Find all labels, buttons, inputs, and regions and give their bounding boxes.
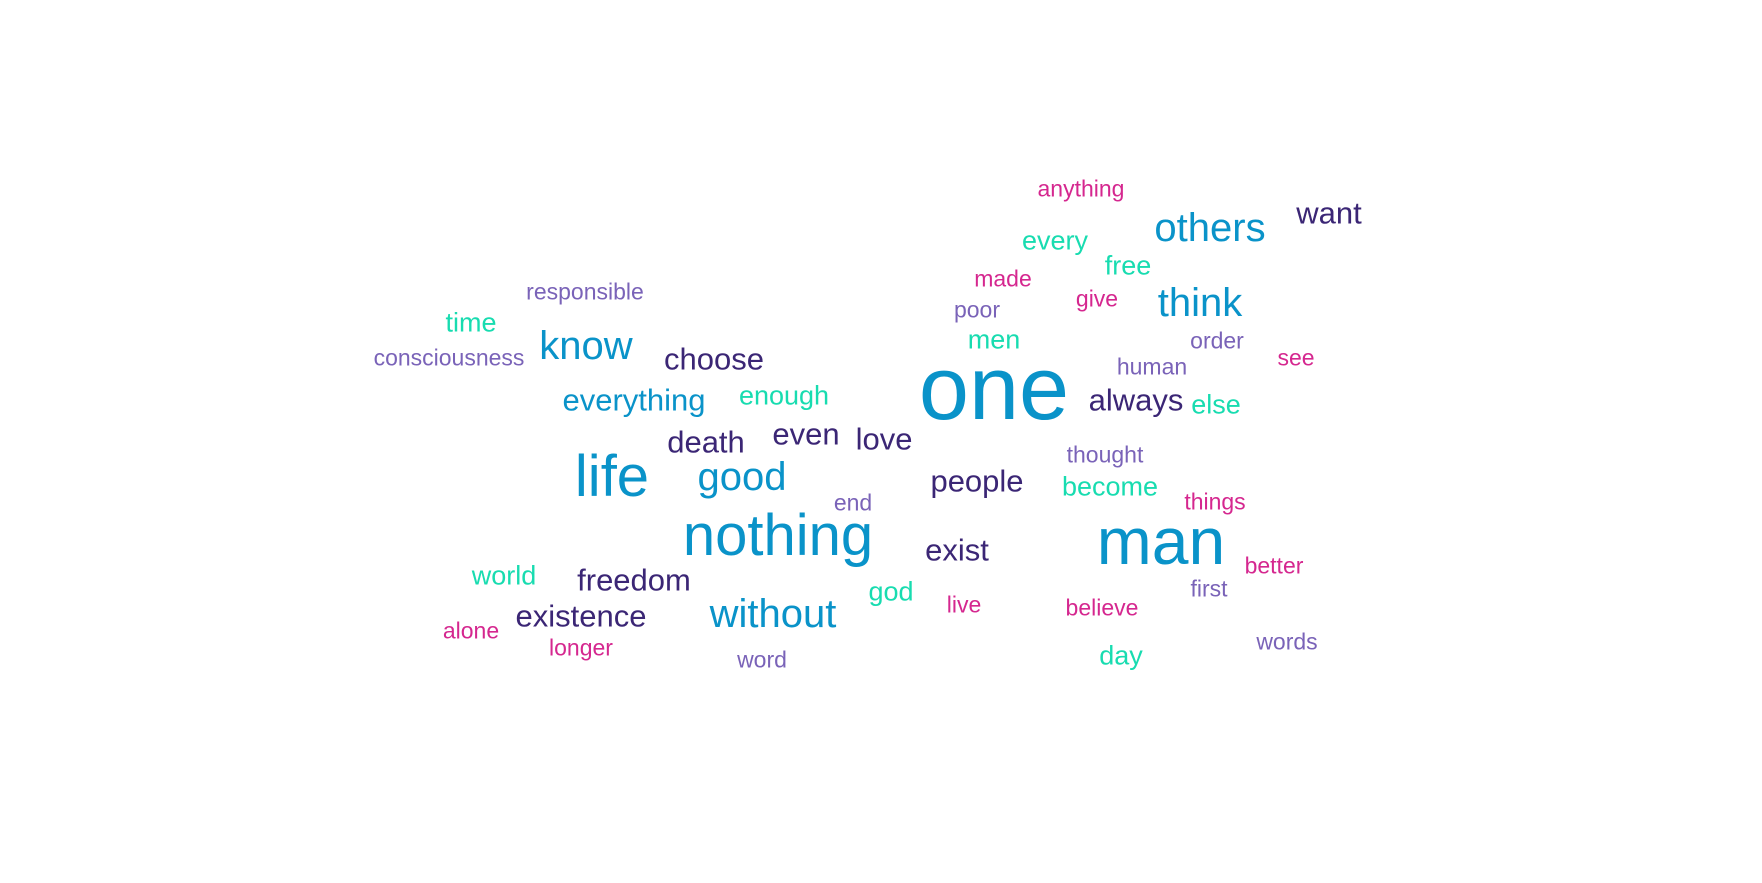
word-death: death [667,424,745,460]
word-people: people [930,463,1024,499]
word-exist: exist [925,532,989,568]
word-god: god [868,576,914,607]
word-others: others [1154,206,1266,250]
word-without: without [709,592,837,636]
word-order: order [1190,327,1244,354]
word-nothing: nothing [682,503,874,568]
word-men: men [967,324,1021,355]
word-day: day [1099,640,1143,671]
word-world: world [471,560,537,591]
word-time: time [445,307,497,338]
word-think: think [1157,281,1243,325]
word-love: love [855,421,913,457]
word-existence: existence [515,598,647,634]
word-life: life [574,444,650,509]
word-everything: everything [562,382,706,418]
word-see: see [1277,344,1315,371]
word-alone: alone [442,617,500,644]
word-end: end [833,489,873,516]
word-first: first [1190,575,1228,602]
word-responsible: responsible [526,278,644,305]
word-free: free [1104,250,1152,281]
word-always: always [1088,382,1184,418]
word-anything: anything [1037,175,1125,202]
word-believe: believe [1065,594,1139,621]
word-words: words [1256,628,1318,655]
word-one: one [918,339,1070,439]
word-man: man [1096,504,1226,578]
word-know: know [539,324,633,368]
word-every: every [1021,225,1089,256]
word-better: better [1244,552,1304,579]
word-human: human [1116,353,1188,380]
word-give: give [1075,285,1119,312]
word-poor: poor [953,296,1001,323]
word-made: made [974,265,1032,292]
word-freedom: freedom [577,562,691,598]
word-want: want [1296,195,1362,231]
word-consciousness: consciousness [373,344,525,371]
word-longer: longer [549,634,613,661]
word-thought: thought [1066,441,1144,468]
word-even: even [772,416,840,452]
word-choose: choose [664,341,764,377]
word-things: things [1184,488,1246,515]
word-enough: enough [738,380,830,411]
word-become: become [1061,471,1159,502]
word-else: else [1191,389,1241,420]
word-word: word [737,646,787,673]
word-good: good [697,455,787,499]
word-live: live [946,591,982,618]
